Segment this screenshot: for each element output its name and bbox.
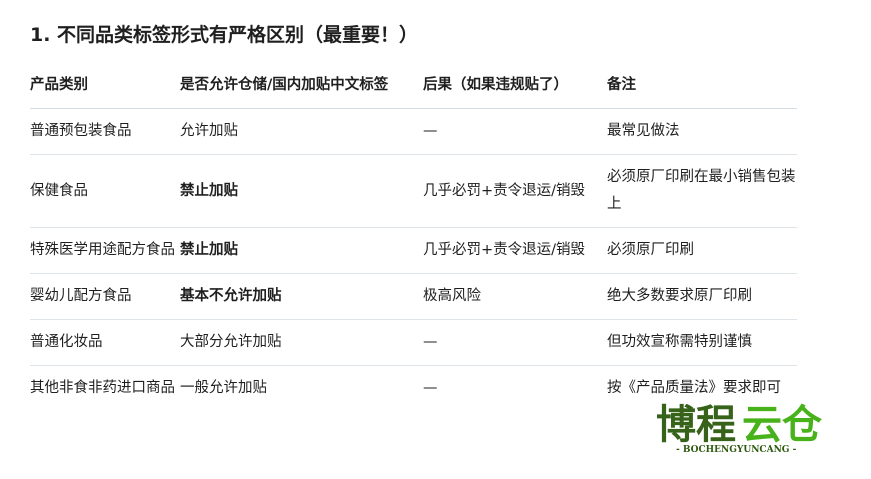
cell-note: 必须原厂印刷	[607, 227, 797, 274]
cell-consequence: —	[423, 108, 607, 155]
header-category: 产品类别	[30, 62, 180, 109]
cell-consequence: —	[423, 319, 607, 366]
cell-note: 但功效宣称需特别谨慎	[607, 319, 797, 366]
cell-allowed: 禁止加贴	[180, 154, 423, 228]
cell-note: 最常见做法	[607, 108, 797, 155]
cell-consequence: 几乎必罚+责令退运/销毁	[423, 154, 607, 228]
bochengyuncang-watermark-logo: 博程 云仓 - BOCHENGYUNCANG -	[656, 402, 823, 455]
cell-category: 保健食品	[30, 154, 180, 228]
cell-category: 其他非食非药进口商品	[30, 380, 175, 396]
svg-text:- BOCHENGYUNCANG -: - BOCHENGYUNCANG -	[676, 445, 797, 455]
table-row: 普通化妆品 大部分允许加贴 — 但功效宣称需特别谨慎	[30, 319, 797, 366]
cell-consequence: 几乎必罚+责令退运/销毁	[423, 227, 607, 274]
cell-allowed: 大部分允许加贴	[180, 319, 423, 366]
cell-category: 婴幼儿配方食品	[30, 273, 180, 320]
cell-allowed: 基本不允许加贴	[180, 273, 423, 320]
cell-note: 按《产品质量法》要求即可	[607, 380, 781, 396]
cell-consequence: 极高风险	[423, 273, 607, 320]
category-label-table: 产品类别 是否允许仓储/国内加贴中文标签 后果（如果违规贴了） 备注 普通预包装…	[30, 62, 797, 411]
table-row: 保健食品 禁止加贴 几乎必罚+责令退运/销毁 必须原厂印刷在最小销售包装上	[30, 154, 797, 228]
cell-consequence: —	[423, 380, 438, 396]
cell-note: 绝大多数要求原厂印刷	[607, 273, 797, 320]
cell-allowed: 禁止加贴	[180, 227, 423, 274]
header-note: 备注	[607, 62, 797, 109]
table-row: 普通预包装食品 允许加贴 — 最常见做法	[30, 108, 797, 155]
table-header-row: 产品类别 是否允许仓储/国内加贴中文标签 后果（如果违规贴了） 备注	[30, 62, 797, 109]
cell-category: 普通预包装食品	[30, 108, 180, 155]
section-title: 1. 不同品类标签形式有严格区别（最重要！）	[30, 24, 419, 46]
svg-text:云仓: 云仓	[742, 402, 823, 448]
table-row: 特殊医学用途配方食品 禁止加贴 几乎必罚+责令退运/销毁 必须原厂印刷	[30, 227, 797, 274]
table-row: 婴幼儿配方食品 基本不允许加贴 极高风险 绝大多数要求原厂印刷	[30, 273, 797, 320]
table-row: 其他非食非药进口商品 一般允许加贴 — 按《产品质量法》要求即可	[30, 366, 797, 412]
header-allowed: 是否允许仓储/国内加贴中文标签	[180, 62, 423, 109]
cell-allowed: 一般允许加贴	[180, 380, 267, 396]
cell-category: 特殊医学用途配方食品	[30, 227, 180, 274]
header-consequence: 后果（如果违规贴了）	[423, 62, 607, 109]
cell-note: 必须原厂印刷在最小销售包装上	[607, 154, 797, 228]
cell-allowed: 允许加贴	[180, 108, 423, 155]
svg-text:博程: 博程	[656, 402, 736, 448]
cell-category: 普通化妆品	[30, 319, 180, 366]
